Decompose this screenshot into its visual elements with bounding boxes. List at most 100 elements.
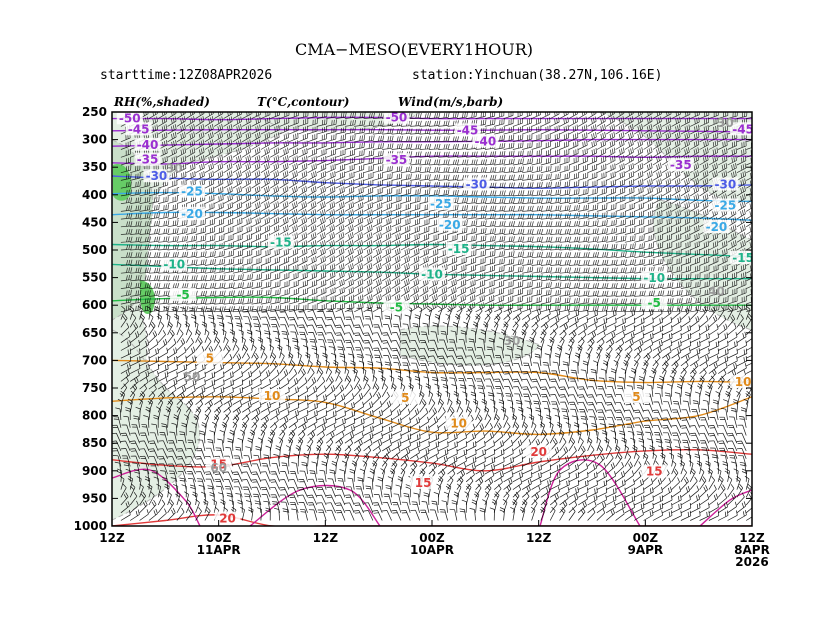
wind-barb-1721 [419, 301, 429, 313]
wind-barb-291 [163, 306, 169, 320]
wind-barb-3204 [680, 297, 692, 305]
wind-barb-1414 [363, 383, 371, 398]
wind-barb-396 [186, 306, 198, 313]
wind-barb-1603 [400, 210, 411, 220]
wind-barb-3201 [680, 273, 692, 282]
wind-barb-1021 [298, 216, 308, 228]
rh-label-30-1: 30 [717, 116, 734, 130]
wind-barb-1504 [382, 263, 392, 274]
wind-barb-2816 [615, 163, 625, 174]
wind-barb-2820 [615, 195, 626, 204]
wind-barb-3125 [662, 503, 673, 514]
wind-barb-3262 [690, 332, 701, 344]
wind-barb-1749 [428, 112, 441, 119]
wind-barb-1241 [335, 278, 345, 289]
wind-barb-2911 [624, 487, 636, 498]
wind-barb-1955 [456, 469, 466, 483]
wind-barb-925 [279, 296, 291, 305]
wind-barb-3469 [727, 296, 738, 305]
wind-barb-3142 [671, 225, 682, 235]
wind-barb-2712 [596, 179, 607, 189]
wind-barb-429 [195, 147, 205, 158]
wind-barb-368 [175, 491, 181, 506]
wind-barb-99 [123, 462, 131, 475]
wind-barb-369 [176, 499, 183, 513]
wind-barb-1521 [381, 391, 390, 405]
wind-barb-2526 [550, 378, 560, 390]
contour-label-bg-4 [730, 122, 752, 136]
wind-barb-3478 [727, 362, 738, 374]
wind-barb-1821 [438, 256, 448, 266]
wind-barb-2510 [559, 259, 572, 266]
wind-barb-2933 [634, 250, 646, 259]
wind-barb-2747 [596, 445, 604, 459]
wind-barb-3225 [677, 452, 683, 467]
wind-barb-120 [139, 220, 151, 228]
wind-barb-2828 [615, 259, 627, 266]
wind-barb-3514 [736, 232, 746, 243]
wind-barb-2179 [503, 158, 515, 166]
wind-barb-1827 [438, 301, 448, 313]
wind-barb-3050 [652, 332, 664, 344]
wind-barb-1887 [437, 355, 448, 367]
wind-barb-315 [167, 491, 172, 506]
wind-barb-2456 [550, 252, 562, 259]
wind-barb-265 [167, 112, 177, 119]
wind-barb-1611 [400, 270, 410, 282]
wind-barb-1343 [354, 247, 364, 258]
wind-barb-1694 [401, 501, 411, 513]
wind-barb-2775 [606, 259, 618, 266]
wind-barb-689 [242, 112, 252, 119]
wind-barb-2194 [503, 273, 514, 282]
wind-barb-732 [237, 437, 243, 451]
wind-barb-3554 [746, 135, 752, 143]
wind-barb-2966 [634, 502, 645, 514]
wind-barb-605 [223, 282, 235, 289]
wind-barb-2468 [549, 336, 555, 351]
wind-barb-3174 [671, 468, 679, 483]
wind-barb-1919 [456, 197, 469, 204]
wind-barb-1524 [382, 417, 393, 429]
wind-barb-3197 [680, 241, 691, 251]
wind-barb-1024 [298, 240, 308, 251]
wind-barb-631 [214, 478, 224, 490]
wind-barb-2595 [568, 500, 578, 514]
wind-barb-2881 [624, 259, 637, 266]
wind-barb-227 [158, 228, 170, 235]
wind-barb-41 [112, 424, 122, 436]
wind-barb-680 [225, 447, 234, 459]
wind-barb-1219 [335, 112, 347, 119]
wind-barb-2278 [510, 506, 516, 521]
wind-barb-1378 [363, 112, 375, 119]
temperature-contour--15 [112, 243, 752, 258]
wind-barb-3488 [718, 440, 728, 452]
wind-barb-2420 [531, 378, 542, 390]
wind-barb-2725 [596, 283, 609, 289]
wind-barb-3376 [704, 391, 711, 405]
wind-barb-1982 [466, 272, 476, 282]
wind-barb-411 [184, 414, 189, 428]
wind-barb-1330 [354, 149, 365, 158]
wind-barb-2633 [568, 386, 579, 397]
wind-barb-1905 [443, 491, 449, 506]
wind-barb-2991 [643, 290, 655, 297]
wind-barb-309 [157, 448, 168, 459]
wind-barb-1494 [382, 187, 393, 197]
wind-barb-2750 [596, 471, 607, 483]
wind-barb-735 [232, 463, 243, 475]
wind-barb-1009 [298, 125, 308, 135]
wind-barb-3360 [708, 272, 719, 282]
wind-barb-273 [167, 171, 178, 181]
wind-barb-1224 [335, 149, 346, 158]
wind-barb-550 [214, 266, 226, 274]
wind-barb-3135 [671, 170, 681, 181]
wind-barb-2619 [578, 282, 590, 289]
wind-barb-3228 [680, 477, 689, 490]
wind-barb-3448 [727, 133, 738, 143]
wind-barb-2133 [494, 213, 506, 220]
wind-barb-1031 [298, 296, 309, 305]
wind-barb-3291 [699, 147, 709, 158]
wind-barb-179 [148, 267, 161, 274]
wind-barb-2998 [643, 339, 654, 351]
wind-barb-590 [223, 162, 233, 173]
